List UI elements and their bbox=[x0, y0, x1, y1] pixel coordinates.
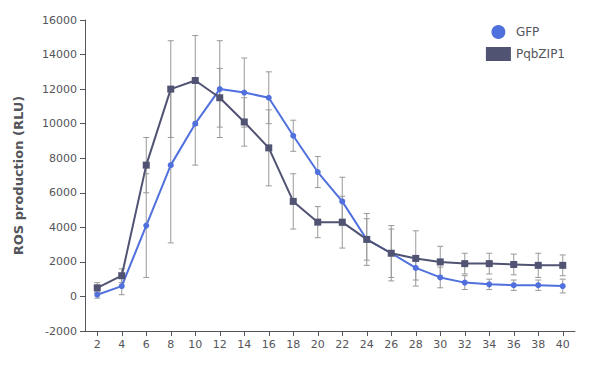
svg-text:PqbZIP1: PqbZIP1 bbox=[516, 47, 565, 61]
svg-text:36: 36 bbox=[507, 338, 521, 351]
svg-text:26: 26 bbox=[384, 338, 398, 351]
svg-text:14000: 14000 bbox=[42, 48, 77, 61]
svg-text:ROS production (RLU): ROS production (RLU) bbox=[11, 96, 26, 256]
svg-text:2000: 2000 bbox=[49, 255, 77, 268]
svg-text:2: 2 bbox=[94, 338, 101, 351]
svg-text:-2000: -2000 bbox=[45, 325, 77, 338]
svg-text:14: 14 bbox=[237, 338, 251, 351]
svg-text:16: 16 bbox=[262, 338, 276, 351]
svg-text:GFP: GFP bbox=[516, 25, 539, 39]
svg-text:18: 18 bbox=[286, 338, 300, 351]
svg-text:10000: 10000 bbox=[42, 117, 77, 130]
svg-text:4: 4 bbox=[118, 338, 125, 351]
svg-text:0: 0 bbox=[70, 290, 77, 303]
svg-text:30: 30 bbox=[433, 338, 447, 351]
svg-text:34: 34 bbox=[482, 338, 496, 351]
svg-text:12000: 12000 bbox=[42, 83, 77, 96]
svg-text:32: 32 bbox=[458, 338, 472, 351]
svg-text:10: 10 bbox=[188, 338, 202, 351]
svg-text:12: 12 bbox=[213, 338, 227, 351]
svg-text:24: 24 bbox=[360, 338, 374, 351]
svg-text:16000: 16000 bbox=[42, 14, 77, 27]
svg-text:8000: 8000 bbox=[49, 152, 77, 165]
svg-text:22: 22 bbox=[335, 338, 349, 351]
svg-text:20: 20 bbox=[311, 338, 325, 351]
svg-text:28: 28 bbox=[409, 338, 423, 351]
svg-text:40: 40 bbox=[556, 338, 570, 351]
svg-text:4000: 4000 bbox=[49, 221, 77, 234]
svg-text:6: 6 bbox=[143, 338, 150, 351]
svg-text:6000: 6000 bbox=[49, 186, 77, 199]
svg-text:38: 38 bbox=[531, 338, 545, 351]
svg-text:8: 8 bbox=[167, 338, 174, 351]
